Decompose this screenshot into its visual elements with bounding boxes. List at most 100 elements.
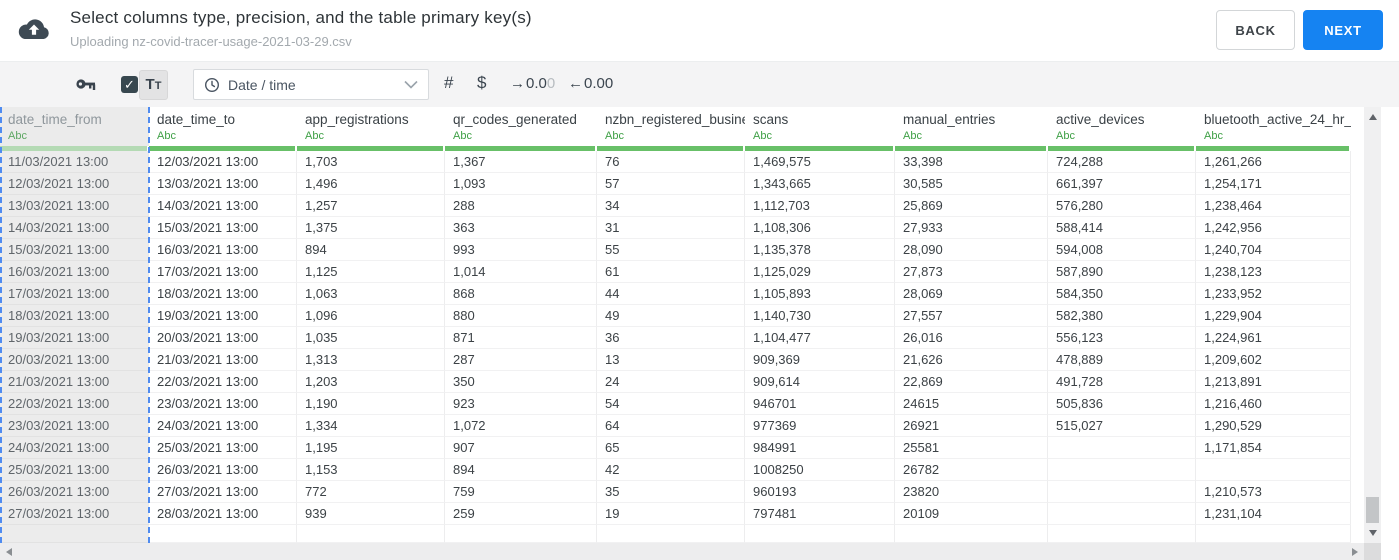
table-cell[interactable]: 1,231,104 <box>1196 503 1351 525</box>
table-cell[interactable]: 977369 <box>745 415 895 437</box>
table-cell[interactable]: 1,313 <box>297 349 445 371</box>
table-cell[interactable]: 24 <box>597 371 745 393</box>
table-cell[interactable]: 24/03/2021 13:00 <box>149 415 297 437</box>
table-cell[interactable]: 505,836 <box>1048 393 1196 415</box>
table-cell[interactable]: 1,254,171 <box>1196 173 1351 195</box>
table-cell[interactable]: 1,224,961 <box>1196 327 1351 349</box>
table-cell[interactable]: 20/03/2021 13:00 <box>149 327 297 349</box>
table-cell[interactable]: 1,229,904 <box>1196 305 1351 327</box>
table-cell[interactable]: 13/03/2021 13:00 <box>149 173 297 195</box>
table-cell[interactable]: 1,496 <box>297 173 445 195</box>
scroll-down-arrow-icon[interactable] <box>1369 530 1377 536</box>
table-cell[interactable]: 1,367 <box>445 151 597 173</box>
table-cell[interactable]: 584,350 <box>1048 283 1196 305</box>
text-type-button[interactable]: TT <box>139 70 168 100</box>
table-cell[interactable]: 28,069 <box>895 283 1048 305</box>
table-cell[interactable]: 35 <box>597 481 745 503</box>
table-cell[interactable]: 894 <box>445 459 597 481</box>
table-cell[interactable]: 363 <box>445 217 597 239</box>
table-cell[interactable]: 1,140,730 <box>745 305 895 327</box>
table-cell[interactable]: 54 <box>597 393 745 415</box>
table-cell[interactable]: 26/03/2021 13:00 <box>0 481 149 503</box>
table-cell[interactable]: 1,238,123 <box>1196 261 1351 283</box>
table-cell[interactable]: 1,703 <box>297 151 445 173</box>
table-cell[interactable] <box>1048 459 1196 481</box>
table-cell[interactable]: 1,209,602 <box>1196 349 1351 371</box>
table-cell[interactable]: 22,869 <box>895 371 1048 393</box>
table-cell[interactable]: 1,135,378 <box>745 239 895 261</box>
decrease-decimals-button[interactable]: ←0.00 <box>568 75 613 92</box>
table-cell[interactable]: 661,397 <box>1048 173 1196 195</box>
table-cell[interactable]: 1,216,460 <box>1196 393 1351 415</box>
table-cell[interactable]: 1,063 <box>297 283 445 305</box>
vertical-scrollbar[interactable] <box>1364 107 1381 543</box>
table-cell[interactable]: 27,933 <box>895 217 1048 239</box>
table-cell[interactable]: 61 <box>597 261 745 283</box>
column-type-dropdown[interactable]: Date / time <box>193 69 429 100</box>
table-cell[interactable]: 27/03/2021 13:00 <box>149 481 297 503</box>
table-cell[interactable]: 24/03/2021 13:00 <box>0 437 149 459</box>
table-cell[interactable]: 19/03/2021 13:00 <box>0 327 149 349</box>
table-cell[interactable]: 21/03/2021 13:00 <box>149 349 297 371</box>
table-cell[interactable]: 25,869 <box>895 195 1048 217</box>
table-cell[interactable]: 12/03/2021 13:00 <box>149 151 297 173</box>
table-cell[interactable]: 871 <box>445 327 597 349</box>
table-cell[interactable]: 1008250 <box>745 459 895 481</box>
column-header-app_registrations[interactable]: app_registrations Abc <box>297 107 445 146</box>
table-cell[interactable]: 1,195 <box>297 437 445 459</box>
table-cell[interactable] <box>1048 503 1196 525</box>
horizontal-scrollbar[interactable] <box>0 543 1364 560</box>
table-cell[interactable]: 960193 <box>745 481 895 503</box>
table-cell[interactable]: 26,016 <box>895 327 1048 349</box>
table-cell[interactable]: 588,414 <box>1048 217 1196 239</box>
table-cell[interactable]: 1,125,029 <box>745 261 895 283</box>
table-cell[interactable]: 946701 <box>745 393 895 415</box>
table-cell[interactable]: 76 <box>597 151 745 173</box>
table-cell[interactable]: 576,280 <box>1048 195 1196 217</box>
table-cell[interactable]: 759 <box>445 481 597 503</box>
table-cell[interactable]: 1,257 <box>297 195 445 217</box>
table-cell[interactable]: 21,626 <box>895 349 1048 371</box>
table-cell[interactable]: 57 <box>597 173 745 195</box>
table-cell[interactable]: 27,873 <box>895 261 1048 283</box>
table-cell[interactable]: 1,203 <box>297 371 445 393</box>
table-cell[interactable]: 30,585 <box>895 173 1048 195</box>
table-cell[interactable]: 23/03/2021 13:00 <box>149 393 297 415</box>
table-cell[interactable]: 594,008 <box>1048 239 1196 261</box>
column-header-date_time_to[interactable]: date_time_to Abc <box>149 107 297 146</box>
table-cell[interactable]: 1,233,952 <box>1196 283 1351 305</box>
table-cell[interactable]: 1,096 <box>297 305 445 327</box>
table-cell[interactable]: 28,090 <box>895 239 1048 261</box>
table-cell[interactable]: 288 <box>445 195 597 217</box>
table-cell[interactable]: 1,104,477 <box>745 327 895 349</box>
table-cell[interactable] <box>1048 481 1196 503</box>
table-cell[interactable]: 1,035 <box>297 327 445 349</box>
table-cell[interactable]: 34 <box>597 195 745 217</box>
scroll-up-arrow-icon[interactable] <box>1369 114 1377 120</box>
table-cell[interactable]: 24615 <box>895 393 1048 415</box>
table-cell[interactable]: 27/03/2021 13:00 <box>0 503 149 525</box>
table-cell[interactable]: 724,288 <box>1048 151 1196 173</box>
table-cell[interactable]: 17/03/2021 13:00 <box>149 261 297 283</box>
table-cell[interactable]: 287 <box>445 349 597 371</box>
column-header-qr_codes_generated[interactable]: qr_codes_generated Abc <box>445 107 597 146</box>
table-cell[interactable]: 27,557 <box>895 305 1048 327</box>
table-cell[interactable]: 22/03/2021 13:00 <box>149 371 297 393</box>
scroll-right-arrow-icon[interactable] <box>1352 548 1358 556</box>
increase-decimals-button[interactable]: →0.00 <box>510 75 555 92</box>
table-cell[interactable]: 19 <box>597 503 745 525</box>
table-cell[interactable]: 16/03/2021 13:00 <box>149 239 297 261</box>
table-cell[interactable]: 25581 <box>895 437 1048 459</box>
table-cell[interactable]: 18/03/2021 13:00 <box>0 305 149 327</box>
table-cell[interactable]: 33,398 <box>895 151 1048 173</box>
table-cell[interactable]: 1,334 <box>297 415 445 437</box>
table-cell[interactable]: 23/03/2021 13:00 <box>0 415 149 437</box>
vertical-scrollbar-thumb[interactable] <box>1366 497 1379 523</box>
back-button[interactable]: BACK <box>1216 10 1295 50</box>
column-header-active_devices[interactable]: active_devices Abc <box>1048 107 1196 146</box>
column-header-manual_entries[interactable]: manual_entries Abc <box>895 107 1048 146</box>
table-cell[interactable]: 15/03/2021 13:00 <box>149 217 297 239</box>
table-cell[interactable]: 25/03/2021 13:00 <box>0 459 149 481</box>
table-cell[interactable]: 582,380 <box>1048 305 1196 327</box>
numeric-type-button[interactable]: # <box>444 73 454 92</box>
